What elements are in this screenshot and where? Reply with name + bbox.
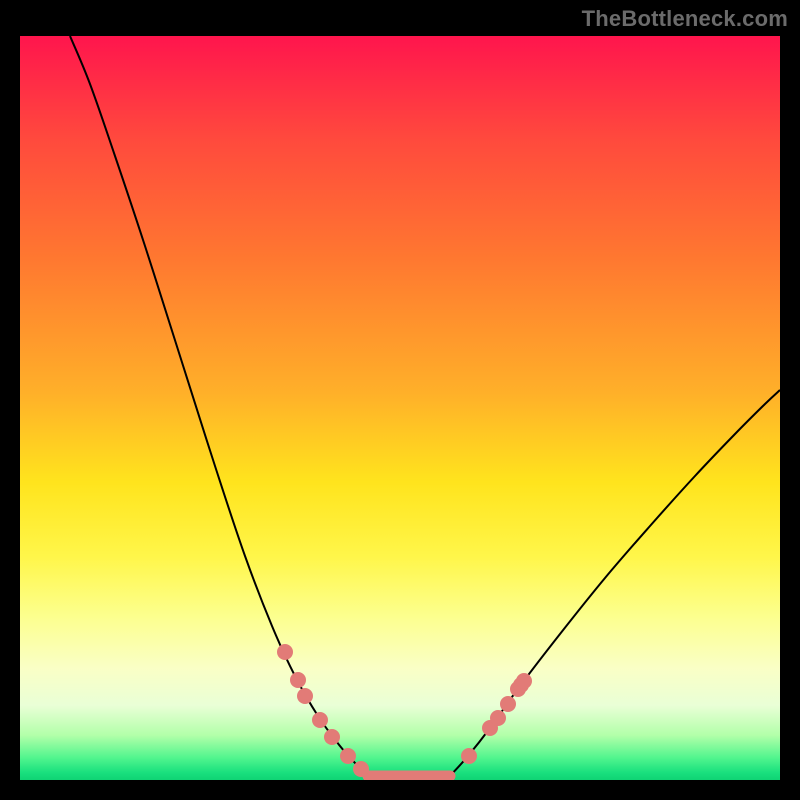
data-marker [353,761,369,777]
plot-area [20,36,780,780]
marker-cluster-right [461,673,532,764]
data-marker [324,729,340,745]
data-marker [500,696,516,712]
data-marker [516,673,532,689]
data-marker [340,748,356,764]
data-marker [490,710,506,726]
figure-root: TheBottleneck.com [0,0,800,800]
chart-svg [20,36,780,780]
data-marker [277,644,293,660]
data-marker [290,672,306,688]
data-marker [312,712,328,728]
data-marker [297,688,313,704]
left-curve [70,36,368,776]
marker-cluster-left [277,644,369,777]
watermark-text: TheBottleneck.com [582,6,788,32]
data-marker [461,748,477,764]
